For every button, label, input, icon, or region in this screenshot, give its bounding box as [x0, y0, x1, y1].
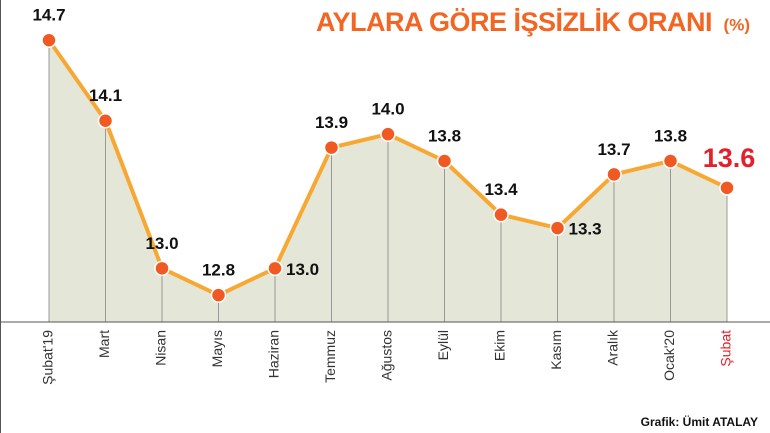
value-label: 13.3: [569, 220, 602, 239]
x-tick-label: Aralık: [605, 329, 621, 366]
marker: [97, 113, 114, 129]
x-tick-label: Ağustos: [379, 330, 395, 381]
marker: [549, 220, 566, 236]
marker: [154, 260, 170, 277]
x-tick-label: Şubat: [718, 330, 734, 367]
x-tick-label: Mayıs: [209, 330, 225, 367]
marker: [436, 153, 453, 169]
value-label: 13.0: [286, 260, 319, 279]
x-tick-label: Eylül: [435, 330, 451, 360]
value-label: 13.9: [315, 113, 348, 132]
x-tick-label: Haziran: [266, 330, 282, 378]
credit: Grafik: Ümit ATALAY: [641, 414, 758, 429]
marker: [493, 206, 509, 223]
value-label: 13.0: [145, 234, 178, 253]
marker: [606, 166, 622, 183]
value-label: 14.7: [32, 6, 65, 25]
marker: [323, 139, 340, 156]
value-label: 13.8: [654, 126, 687, 145]
x-tick-label: Ekim: [492, 330, 508, 361]
value-label: 12.8: [202, 261, 235, 280]
marker: [210, 287, 227, 303]
marker: [380, 126, 396, 142]
value-label: 13.6: [703, 143, 756, 173]
x-tick-label: Nisan: [153, 330, 169, 366]
marker: [41, 32, 57, 48]
value-label: 14.0: [371, 100, 404, 119]
value-label: 13.7: [597, 140, 630, 159]
chart-title: AYLARA GÖRE İŞSİZLİK ORANI: [316, 7, 712, 37]
marker: [719, 180, 735, 196]
unit-label: (%): [724, 15, 750, 34]
x-tick-label: Ocak'20: [661, 330, 677, 381]
value-label: 13.8: [428, 126, 461, 145]
marker: [662, 153, 679, 169]
x-tick-label: Mart: [96, 330, 112, 358]
x-tick-label: Şubat'19: [40, 330, 56, 385]
value-label: 14.1: [89, 86, 122, 105]
x-tick-label: Kasım: [548, 330, 564, 370]
value-label: 13.4: [484, 180, 518, 199]
marker: [267, 260, 283, 277]
x-tick-label: Temmuz: [322, 330, 338, 383]
